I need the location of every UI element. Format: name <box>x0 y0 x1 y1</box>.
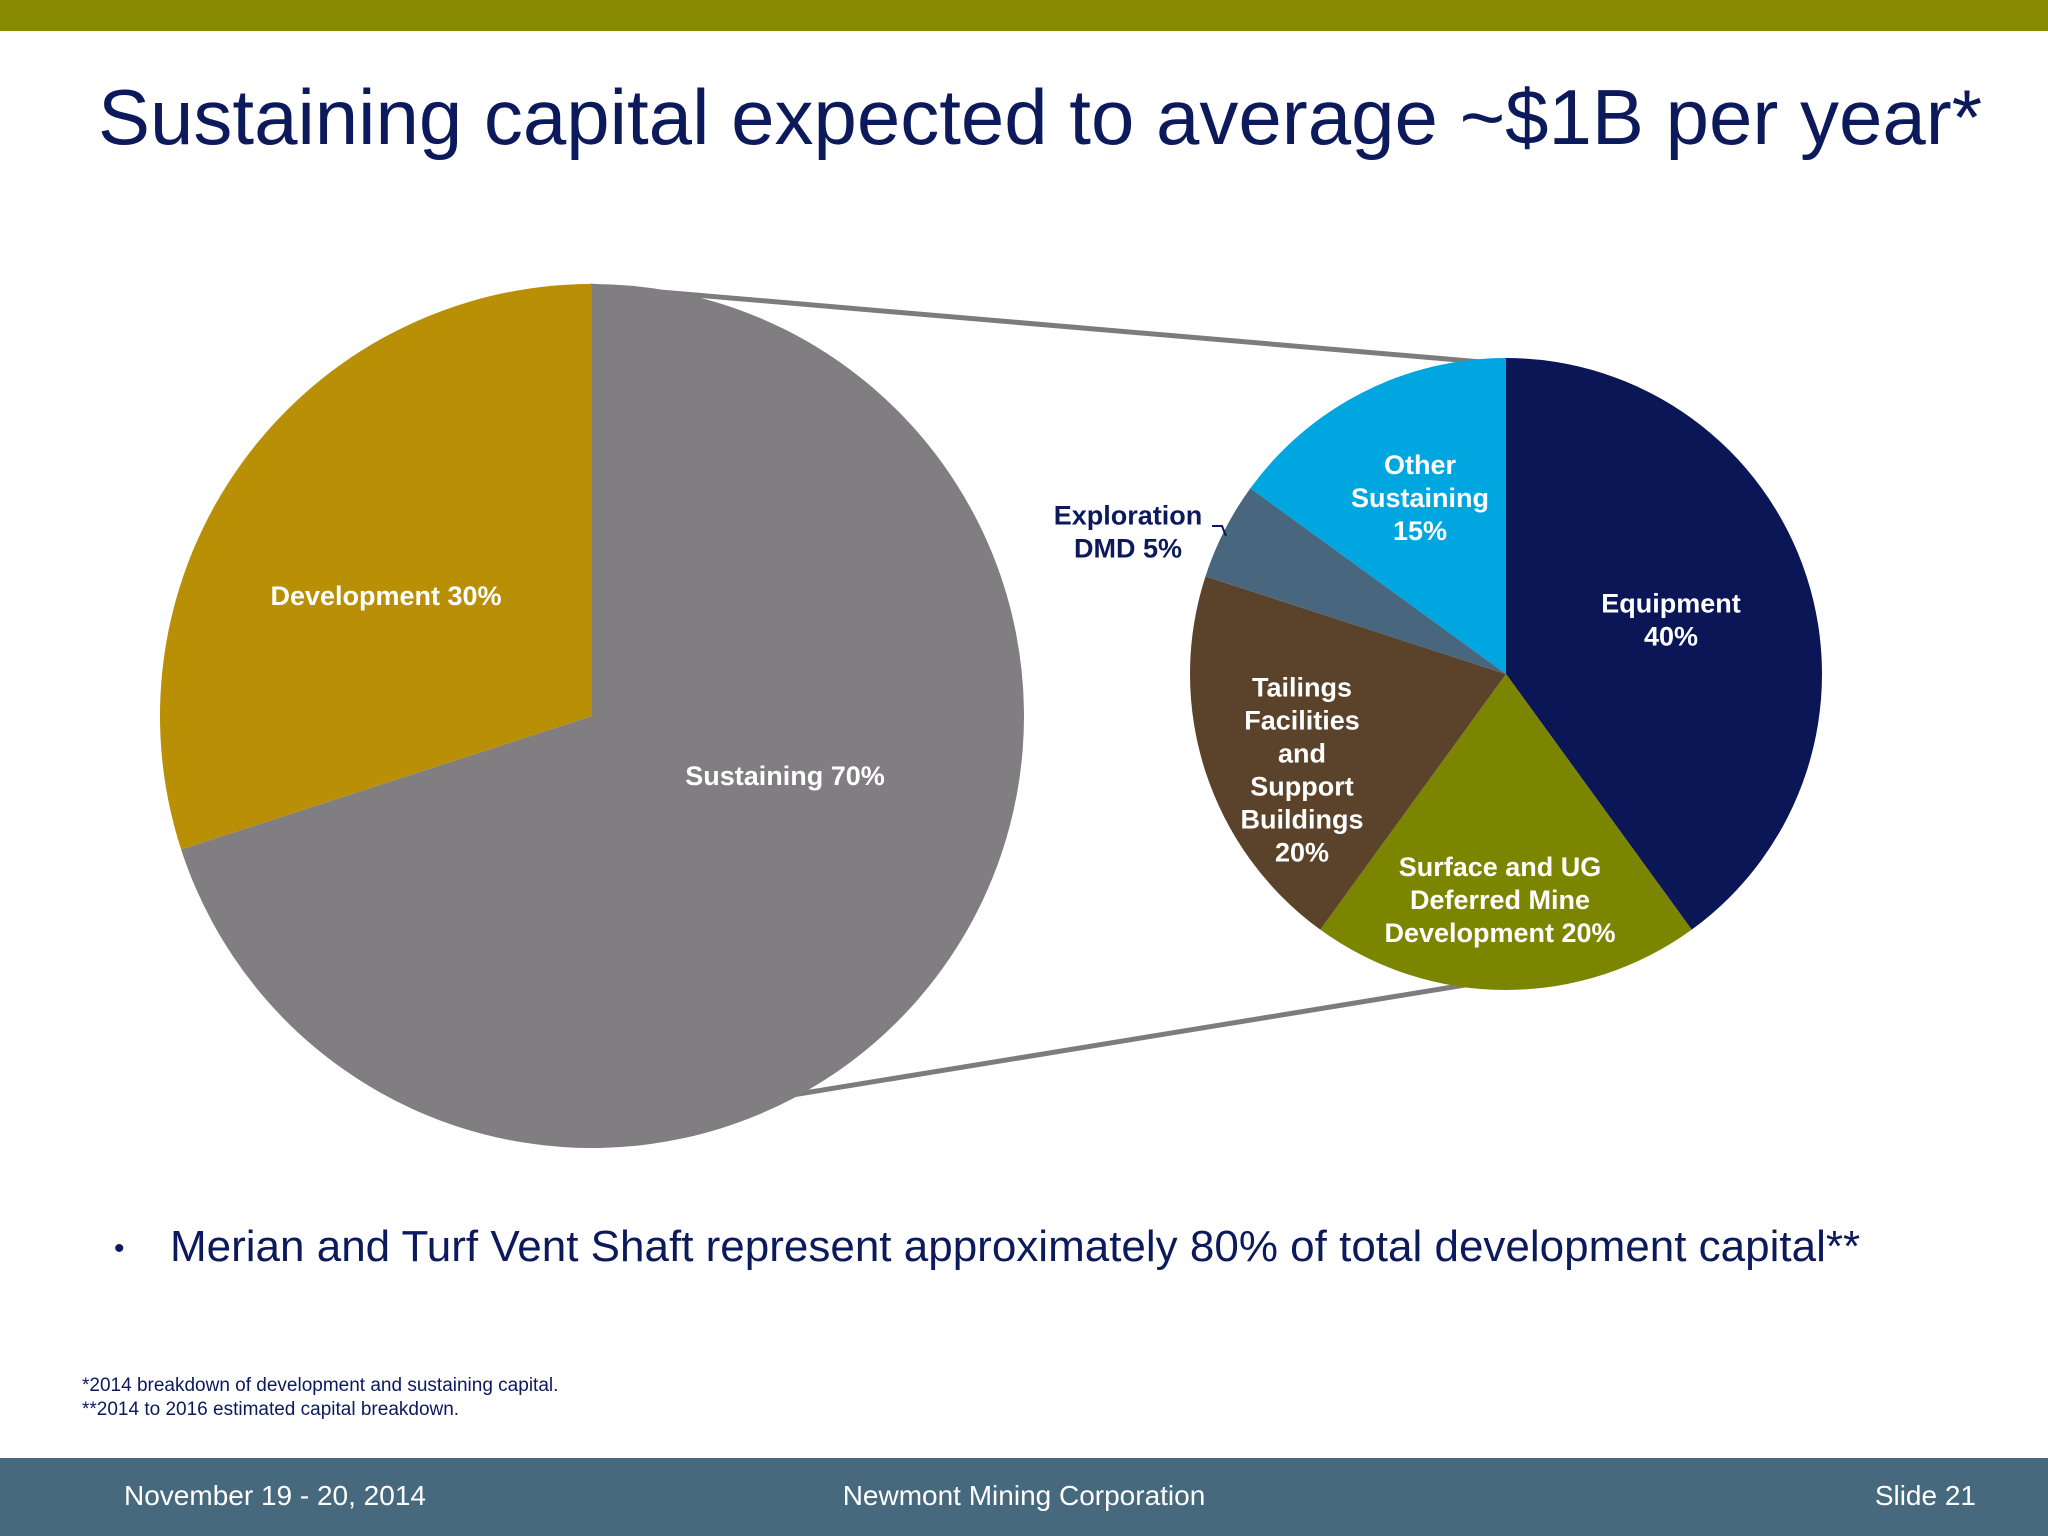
footnote-2: **2014 to 2016 estimated capital breakdo… <box>82 1399 460 1420</box>
breakdown-label-other: Other Sustaining 15% <box>1351 450 1489 546</box>
footnote-1: *2014 breakdown of development and susta… <box>82 1375 559 1396</box>
breakdown-label-surface-and-ug: Surface and UG Deferred Mine Development 2… <box>1384 852 1615 948</box>
main-slice-sustaining-70 <box>181 284 1025 1148</box>
breakdown-slice-tailings <box>1190 576 1506 930</box>
breakdown-slice-other <box>1250 358 1506 674</box>
footer-slide-number: Slide 21 <box>1874 1480 1976 1511</box>
slide-title: Sustaining capital expected to average ~… <box>98 73 1983 161</box>
bullet-item: • Merian and Turf Vent Shaft represent ap… <box>114 1222 1860 1272</box>
breakdown-slice-equipment <box>1506 358 1822 930</box>
footer-date: November 19 - 20, 2014 <box>124 1480 426 1511</box>
breakdown-label-equipment: Equipment 40% <box>1601 589 1741 652</box>
main-label-sustaining-70: Sustaining 70% <box>685 761 885 791</box>
main-slice-development-30 <box>159 284 592 850</box>
connector-line-bottom <box>779 982 1466 1100</box>
top-accent-bar <box>0 0 2048 31</box>
exploration-leader-line <box>1212 525 1227 537</box>
footer-bar: November 19 - 20, 2014 Newmont Mining Co… <box>0 1458 2048 1536</box>
footnotes: *2014 breakdown of development and susta… <box>82 1374 558 1422</box>
main-label-development-30: Development 30% <box>270 581 501 611</box>
main-pie: Sustaining 70% Development 30% <box>159 284 1025 1148</box>
breakdown-slice-surface-and-ug <box>1320 674 1692 991</box>
bullet-text: Merian and Turf Vent Shaft represent app… <box>170 1222 1861 1271</box>
connector-line-top <box>589 283 1506 367</box>
footer-company: Newmont Mining Corporation <box>842 1480 1206 1511</box>
breakdown-label-exploration: Exploration DMD 5% <box>1054 501 1203 564</box>
breakdown-slice-exploration <box>1205 488 1506 674</box>
breakdown-pie: Equipment 40% Surface and UG Deferred Mine D… <box>1054 358 1822 991</box>
breakdown-label-tailings: Tailings Facilities and Support Buildings 20% <box>1241 673 1364 868</box>
bullet-dot-icon: • <box>114 1232 125 1266</box>
